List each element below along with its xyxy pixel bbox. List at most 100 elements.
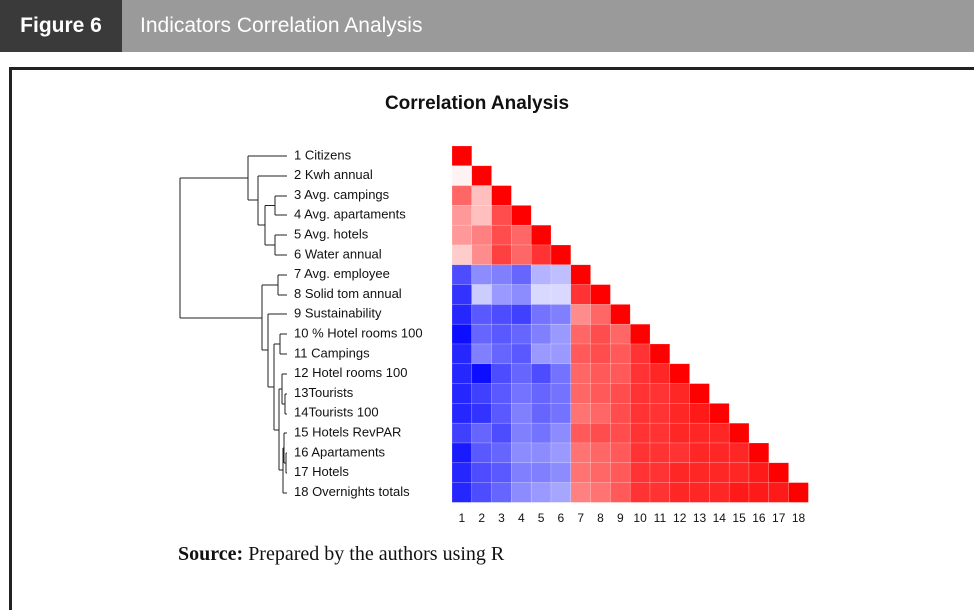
heatmap-cell — [471, 304, 492, 325]
heatmap-cell — [530, 264, 552, 285]
col-label: 13 — [693, 511, 707, 525]
source-label: Source: — [178, 543, 244, 565]
heatmap-cell — [530, 304, 552, 325]
heatmap-cell — [590, 442, 611, 464]
row-label: 18 Overnights totals — [294, 484, 410, 499]
heatmap-cell — [570, 403, 591, 424]
heatmap-cell — [491, 284, 512, 305]
col-label: 14 — [713, 511, 727, 525]
heatmap-cell — [471, 422, 492, 444]
col-label: 1 — [459, 511, 466, 525]
heatmap-cell — [610, 323, 631, 345]
heatmap-cell — [471, 363, 492, 384]
heatmap-cell — [491, 304, 512, 325]
row-label: 9 Sustainability — [294, 306, 382, 321]
heatmap-cell — [471, 205, 492, 226]
heatmap-cell — [669, 462, 690, 483]
heatmap-cell — [471, 264, 492, 285]
heatmap-cell — [629, 442, 651, 464]
col-label: 15 — [732, 511, 746, 525]
heatmap-cell — [511, 442, 532, 464]
heatmap-cell — [649, 403, 671, 424]
heatmap-cell — [590, 363, 611, 384]
heatmap-cell — [570, 482, 591, 503]
heatmap-cell — [728, 422, 750, 444]
heatmap-cell — [491, 224, 512, 246]
heatmap-cell — [491, 244, 512, 266]
row-label: 5 Avg. hotels — [294, 227, 369, 242]
heatmap-cell — [590, 383, 611, 404]
heatmap-cell — [629, 363, 651, 384]
row-label: 16 Apartaments — [294, 444, 386, 459]
heatmap-cell — [451, 343, 473, 365]
row-label: 17 Hotels — [294, 464, 349, 479]
heatmap-cell — [768, 482, 789, 503]
heatmap-cell — [511, 403, 532, 424]
heatmap-cell — [451, 165, 473, 186]
heatmap-cell — [550, 383, 572, 404]
col-label: 18 — [792, 511, 806, 525]
dendrogram — [179, 155, 287, 494]
heatmap-cell — [649, 383, 671, 404]
heatmap-cell — [491, 264, 512, 285]
col-label: 10 — [633, 511, 647, 525]
heatmap-cell — [550, 422, 572, 444]
heatmap-cell — [491, 205, 512, 226]
heatmap-cell — [550, 403, 572, 424]
heatmap-cell — [491, 185, 512, 206]
heatmap-cell — [491, 442, 512, 464]
source-note: Source: Prepared by the authors using R — [178, 543, 504, 566]
heatmap-cell — [689, 422, 710, 444]
figure-title: Indicators Correlation Analysis — [140, 14, 423, 37]
heatmap-cell — [451, 244, 473, 266]
heatmap-cell — [610, 403, 631, 424]
heatmap-cell — [451, 363, 473, 384]
heatmap-cell — [629, 403, 651, 424]
heatmap-cell — [669, 403, 690, 424]
heatmap-cell — [530, 482, 552, 503]
heatmap-cell — [788, 482, 809, 503]
heatmap-cell — [451, 145, 473, 167]
heatmap-cell — [491, 363, 512, 384]
row-label: 6 Water annual — [294, 246, 382, 261]
heatmap-cell — [610, 482, 631, 503]
col-label: 3 — [498, 511, 505, 525]
heatmap-cell — [728, 442, 750, 464]
heatmap-cell — [590, 482, 611, 503]
col-label: 11 — [654, 511, 667, 525]
heatmap-cell — [629, 323, 651, 345]
heatmap-cell — [530, 403, 552, 424]
col-label: 7 — [577, 511, 584, 525]
heatmap-cell — [649, 462, 671, 483]
heatmap-cell — [669, 442, 690, 464]
heatmap-cell — [610, 343, 631, 365]
heatmap-cell — [728, 462, 750, 483]
heatmap-cell — [491, 383, 512, 404]
heatmap-cell — [629, 383, 651, 404]
heatmap-cell — [709, 403, 730, 424]
heatmap-cell — [530, 244, 552, 266]
heatmap-cell — [550, 442, 572, 464]
heatmap-cell — [550, 482, 572, 503]
col-label: 12 — [673, 511, 687, 525]
heatmap-cell — [451, 284, 473, 305]
col-label: 9 — [617, 511, 624, 525]
heatmap-cell — [570, 383, 591, 404]
heatmap-cell — [570, 442, 591, 464]
heatmap-cell — [451, 422, 473, 444]
heatmap-cell — [530, 343, 552, 365]
heatmap-cell — [649, 422, 671, 444]
heatmap-cell — [451, 442, 473, 464]
heatmap-cell — [590, 343, 611, 365]
heatmap-cell — [511, 422, 532, 444]
heatmap-cell — [669, 422, 690, 444]
col-label: 8 — [597, 511, 604, 525]
heatmap-cell — [590, 422, 611, 444]
heatmap-cell — [570, 264, 591, 285]
heatmap-cell — [451, 462, 473, 483]
row-label: 7 Avg. employee — [294, 266, 390, 281]
heatmap-cell — [471, 244, 492, 266]
heatmap-cell — [530, 422, 552, 444]
heatmap-cell — [689, 462, 710, 483]
row-label: 4 Avg. apartaments — [294, 207, 406, 222]
